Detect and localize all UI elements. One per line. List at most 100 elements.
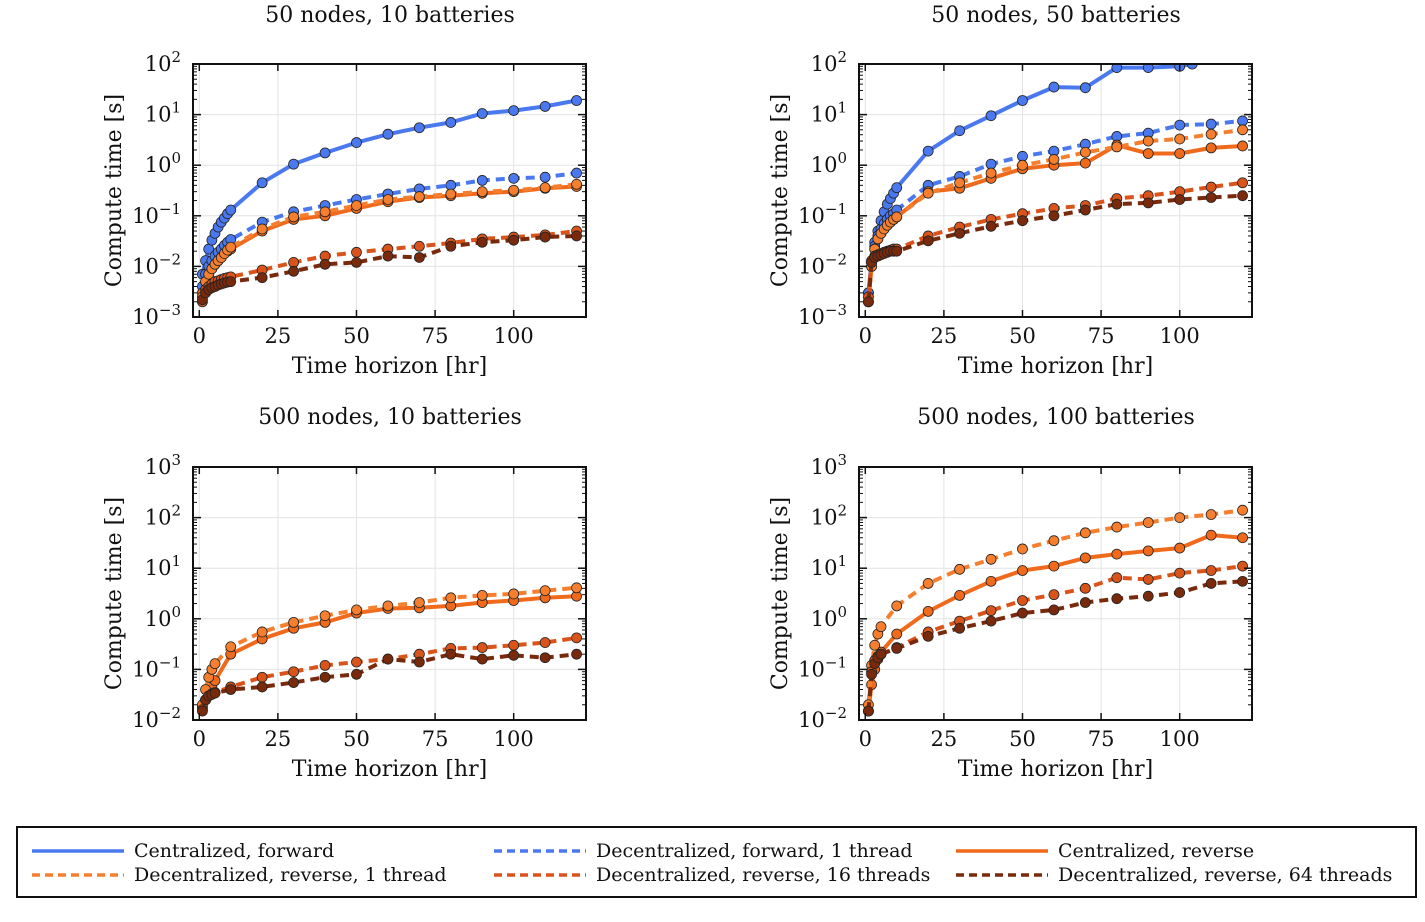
data-point-decentralized-reverse-1-thread — [1205, 128, 1217, 140]
data-point-centralized-reverse — [1237, 532, 1248, 544]
data-point-decentralized-reverse-16-threads — [351, 656, 362, 668]
data-point-decentralized-reverse-1-thread — [1079, 527, 1091, 539]
legend-item-decentralized-forward-1-thread: Decentralized, forward, 1 thread — [492, 840, 913, 862]
legend-item-decentralized-reverse-16-threads: Decentralized, reverse, 16 threads — [492, 864, 930, 886]
data-point-decentralized-forward-1-thread — [1174, 119, 1186, 131]
y-tick-label: 10−1 — [132, 653, 181, 681]
data-point-centralized-reverse — [1048, 560, 1060, 572]
chart-title: 500 nodes, 10 batteries — [258, 405, 522, 430]
data-point-centralized-reverse — [1079, 552, 1091, 564]
plot-frame — [192, 63, 587, 318]
plot-frame — [192, 466, 587, 721]
data-point-centralized-reverse — [891, 628, 903, 640]
data-point-decentralized-reverse-1-thread — [571, 178, 582, 190]
data-point-decentralized-reverse-64-threads — [875, 648, 887, 660]
data-point-decentralized-reverse-16-threads — [1205, 565, 1217, 576]
data-point-decentralized-reverse-64-threads — [476, 236, 488, 248]
data-point-decentralized-forward-1-thread — [1237, 115, 1248, 127]
legend-line-decentralized-reverse-16-threads — [494, 873, 586, 877]
x-tick-label: 75 — [422, 727, 449, 751]
data-point-centralized-forward — [256, 177, 268, 189]
data-point-decentralized-reverse-64-threads — [225, 684, 237, 695]
data-point-decentralized-reverse-16-threads — [319, 659, 331, 671]
data-point-decentralized-reverse-1-thread — [1174, 133, 1186, 145]
y-tick-label: 101 — [811, 552, 847, 580]
data-point-centralized-reverse — [1111, 548, 1123, 560]
data-point-decentralized-reverse-1-thread — [891, 211, 903, 223]
data-point-decentralized-reverse-1-thread — [985, 553, 997, 565]
data-point-decentralized-reverse-64-threads — [1142, 197, 1154, 209]
data-point-decentralized-reverse-64-threads — [225, 276, 237, 288]
data-point-decentralized-reverse-64-threads — [382, 250, 394, 262]
data-point-decentralized-reverse-64-threads — [351, 256, 362, 268]
series-line-decentralized-reverse-64-threads — [866, 579, 1243, 712]
data-point-decentralized-reverse-64-threads — [539, 652, 551, 664]
plot-frame — [858, 63, 1253, 318]
data-point-decentralized-reverse-1-thread — [445, 592, 457, 604]
data-point-decentralized-reverse-64-threads — [209, 687, 221, 699]
legend-item-centralized-forward: Centralized, forward — [30, 840, 334, 862]
data-point-centralized-reverse — [922, 606, 934, 617]
legend-line-decentralized-reverse-64-threads — [956, 873, 1048, 877]
legend-item-decentralized-reverse-1-thread: Decentralized, reverse, 1 thread — [30, 864, 447, 886]
data-point-decentralized-reverse-64-threads — [288, 677, 300, 688]
data-point-decentralized-reverse-16-threads — [571, 632, 582, 644]
data-point-decentralized-reverse-64-threads — [1079, 597, 1091, 608]
y-tick-label: 10−3 — [798, 301, 847, 329]
data-point-decentralized-reverse-16-threads — [1142, 574, 1154, 585]
data-point-centralized-reverse — [985, 575, 997, 587]
data-point-decentralized-reverse-64-threads — [1079, 204, 1091, 216]
data-point-decentralized-reverse-64-threads — [351, 668, 362, 680]
data-point-centralized-forward — [351, 137, 362, 148]
data-point-decentralized-reverse-1-thread — [413, 597, 425, 608]
data-point-decentralized-forward-1-thread — [508, 172, 520, 184]
data-point-centralized-forward — [1079, 82, 1091, 94]
data-point-decentralized-reverse-1-thread — [954, 177, 966, 189]
data-point-decentralized-reverse-64-threads — [922, 630, 934, 642]
data-point-decentralized-reverse-64-threads — [1205, 578, 1217, 589]
legend-label-decentralized-reverse-16-threads: Decentralized, reverse, 16 threads — [596, 864, 931, 886]
data-point-centralized-forward — [1048, 81, 1060, 93]
y-tick-label: 101 — [811, 99, 847, 127]
data-point-decentralized-reverse-1-thread — [539, 182, 551, 194]
data-point-decentralized-reverse-64-threads — [863, 296, 874, 308]
legend-line-decentralized-reverse-1-thread — [32, 873, 124, 877]
data-point-decentralized-reverse-64-threads — [891, 643, 903, 654]
data-point-decentralized-reverse-1-thread — [875, 621, 887, 633]
data-point-decentralized-forward-1-thread — [1017, 150, 1028, 162]
legend: Centralized, forward Decentralized, forw… — [16, 826, 1417, 898]
data-point-decentralized-reverse-1-thread — [508, 184, 520, 196]
data-point-decentralized-reverse-64-threads — [1237, 190, 1248, 202]
chart-panel-4: 0 25 50 75 100 10−2 10−1 100 101 102 103 Time horiz… — [768, 405, 1253, 782]
data-point-decentralized-reverse-64-threads — [508, 234, 520, 246]
legend-line-decentralized-forward-1-thread — [494, 849, 586, 853]
data-point-decentralized-reverse-64-threads — [1048, 604, 1060, 616]
x-axis-label: Time horizon [hr] — [292, 354, 487, 379]
y-axis-label: Compute time [s] — [102, 94, 127, 287]
y-tick-label: 10−1 — [798, 653, 847, 681]
series-line-centralized-forward — [866, 64, 1193, 294]
y-axis-label: Compute time [s] — [768, 497, 793, 690]
x-tick-label: 100 — [1160, 324, 1200, 348]
data-point-decentralized-reverse-64-threads — [1142, 590, 1154, 602]
y-tick-label: 10−2 — [132, 704, 181, 732]
y-axis-label: Compute time [s] — [768, 94, 793, 287]
chart-panel-3: 0 25 50 75 100 10−2 10−1 100 101 102 103 Time horiz… — [102, 405, 587, 782]
data-point-decentralized-reverse-16-threads — [1079, 582, 1091, 594]
data-point-decentralized-reverse-64-threads — [256, 272, 268, 284]
data-point-decentralized-reverse-64-threads — [1017, 215, 1028, 227]
data-point-decentralized-reverse-16-threads — [539, 637, 551, 648]
y-tick-label: 102 — [811, 502, 847, 530]
data-point-decentralized-reverse-1-thread — [922, 187, 934, 199]
data-point-decentralized-reverse-1-thread — [891, 600, 903, 612]
data-point-decentralized-reverse-1-thread — [922, 578, 934, 589]
data-point-decentralized-forward-1-thread — [571, 167, 582, 179]
plot-frame — [858, 466, 1253, 721]
data-point-decentralized-reverse-1-thread — [1205, 509, 1217, 520]
data-point-decentralized-reverse-1-thread — [288, 211, 300, 223]
chart-title: 50 nodes, 10 batteries — [265, 3, 515, 28]
x-tick-label: 75 — [1088, 324, 1115, 348]
data-point-decentralized-reverse-1-thread — [476, 590, 488, 601]
data-point-decentralized-reverse-64-threads — [985, 615, 997, 627]
data-point-centralized-forward — [445, 117, 457, 128]
